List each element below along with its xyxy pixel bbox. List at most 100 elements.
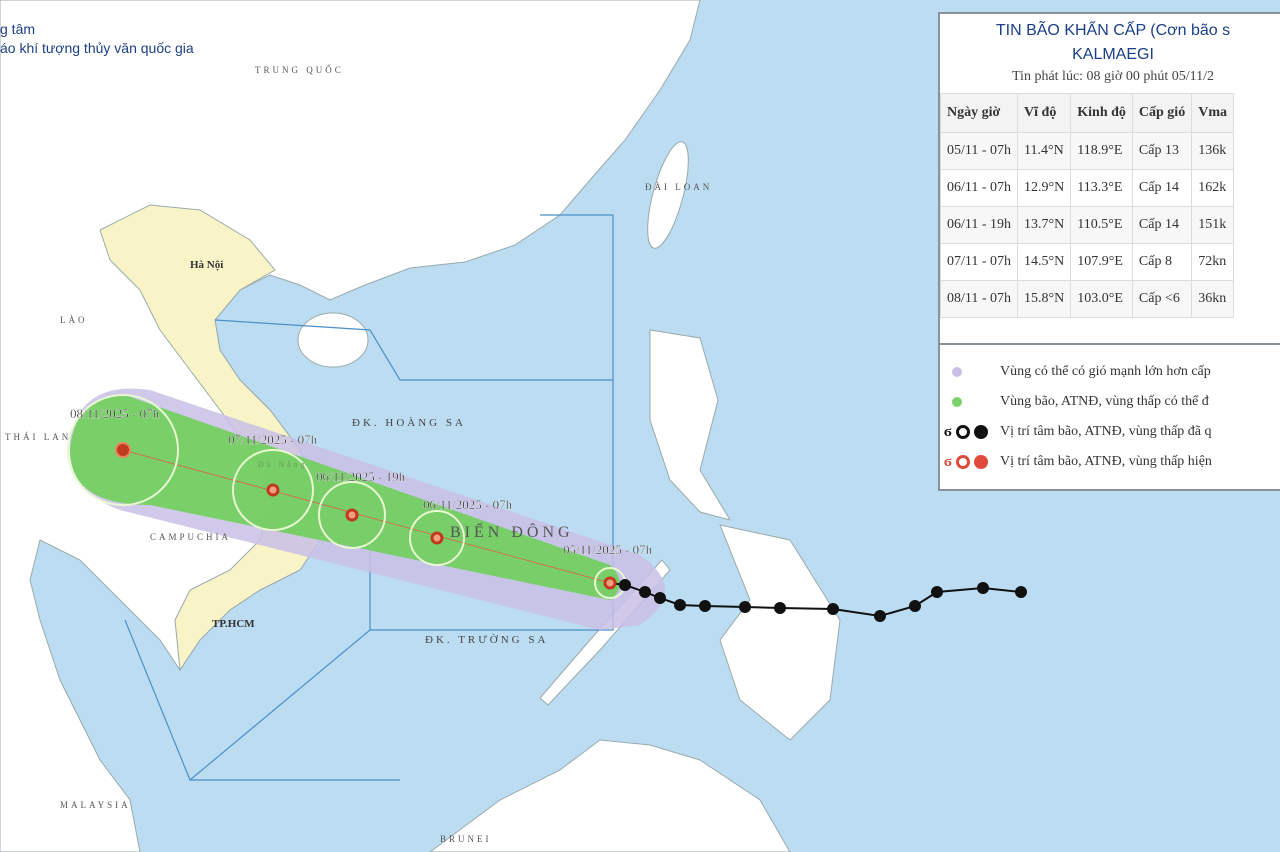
storm-symbol-icon: ϭ [944, 453, 952, 470]
label-china: TRUNG QUỐC [255, 65, 344, 75]
agency-line-1: g tâm [0, 21, 36, 37]
vietnam [99, 204, 321, 672]
past-storm-position-icon [909, 600, 921, 612]
past-storm-position-icon [619, 579, 631, 591]
taiwan [647, 141, 689, 249]
legend-label: Vùng có thể có gió mạnh lớn hơn cấp [1000, 364, 1211, 379]
legend-label: Vị trí tâm bão, ATNĐ, vùng thấp đã q [1000, 424, 1212, 439]
forecast-circle [232, 449, 314, 531]
col-header: Vĩ độ [1017, 93, 1072, 133]
past-storm-position-icon [931, 586, 943, 598]
label-taiwan: ĐÀI LOAN [645, 182, 712, 192]
table-cell: Cấp 8 [1131, 243, 1193, 281]
label-bien-dong: BIỂN ĐÔNG [450, 522, 574, 541]
past-storm-position-icon [874, 610, 886, 622]
table-header: Ngày giờ Vĩ độ Kinh độ Cấp gió Vma [939, 93, 1234, 133]
label-hanoi: Hà Nội [190, 259, 223, 271]
legend-label: Vùng bão, ATNĐ, vùng thấp có thể đ [1000, 394, 1209, 409]
table-row: 05/11 - 07h 11.4°N 118.9°E Cấp 13 136k [939, 132, 1234, 170]
forecast-label: 07/11/2025 - 07h [228, 432, 318, 447]
boundary-lines [124, 214, 614, 781]
past-storm-position-icon [977, 582, 989, 594]
past-storm-position-icon [774, 602, 786, 614]
forecast-table: Ngày giờ Vĩ độ Kinh độ Cấp gió Vma 05/11… [939, 93, 1234, 318]
table-cell: 162k [1191, 169, 1234, 207]
label-truong-sa: ĐK. TRƯỜNG SA [425, 634, 548, 646]
table-cell: Cấp 14 [1131, 169, 1193, 207]
depression-ring-icon [955, 455, 970, 469]
table-cell: 07/11 - 07h [939, 243, 1019, 281]
col-header: Vma [1191, 93, 1234, 133]
mindanao-visayas [719, 524, 841, 741]
storm-symbol-icon: ϭ [944, 423, 952, 440]
forecast-circle [409, 510, 465, 566]
table-cell: 11.4°N [1017, 132, 1072, 170]
table-cell: 14.5°N [1017, 243, 1072, 281]
forecast-circle [318, 481, 386, 549]
col-header: Cấp gió [1131, 93, 1193, 133]
col-header: Kinh độ [1070, 93, 1133, 133]
low-pressure-icon [973, 425, 988, 439]
forecast-circle [67, 394, 179, 506]
table-cell: 151k [1191, 206, 1234, 244]
table-row: 06/11 - 07h 12.9°N 113.3°E Cấp 14 162k [939, 169, 1234, 207]
table-cell: 15.8°N [1017, 280, 1072, 318]
low-pressure-icon [115, 442, 131, 458]
table-row: 08/11 - 07h 15.8°N 103.0°E Cấp <6 36kn [939, 280, 1234, 318]
table-cell: 36kn [1191, 280, 1234, 318]
col-header: Ngày giờ [939, 93, 1019, 133]
table-cell: Cấp 14 [1131, 206, 1193, 244]
forecast-cone [67, 388, 666, 630]
table-cell: 06/11 - 19h [939, 206, 1019, 244]
table-row: 07/11 - 07h 14.5°N 107.9°E Cấp 8 72kn [939, 243, 1234, 281]
hainan [297, 312, 369, 368]
label-cambodia: CAMPUCHIA [150, 532, 231, 542]
table-row: 06/11 - 19h 13.7°N 110.5°E Cấp 14 151k [939, 206, 1234, 244]
label-danang: Đà Nẵng [258, 460, 308, 469]
storm-center-icon [430, 531, 444, 545]
table-cell: 72kn [1191, 243, 1234, 281]
forecast-label: 05/11/2025 - 07h [563, 542, 653, 557]
issued-time: Tin phát lúc: 08 giờ 00 phút 05/11/2 [1012, 69, 1214, 84]
storm-center-icon [266, 483, 280, 497]
past-storm-position-icon [699, 600, 711, 612]
map-labels: TRUNG QUỐC ĐÀI LOAN Hà Nội LÀO THÁI LAN … [5, 65, 712, 844]
depression-ring-icon [955, 425, 970, 439]
agency-header: g tâm áo khí tượng thủy văn quốc gia [0, 20, 194, 58]
table-cell: 06/11 - 07h [939, 169, 1019, 207]
label-hcm: TP.HCM [212, 618, 255, 630]
low-pressure-icon [973, 455, 988, 469]
bulletin-title: TIN BÃO KHẨN CẤP (Cơn bão s [995, 22, 1231, 39]
forecast-labels: 05/11/2025 - 07h 06/11/2025 - 07h 06/11/… [70, 406, 653, 557]
table-cell: 113.3°E [1070, 169, 1133, 207]
legend-item: Vùng có thể có gió mạnh lớn hơn cấp [940, 357, 1280, 387]
legend-panel: Vùng có thể có gió mạnh lớn hơn cấp Vùng… [938, 343, 1280, 491]
land [0, 0, 841, 852]
label-laos: LÀO [60, 315, 88, 325]
table-cell: 118.9°E [1070, 132, 1133, 170]
luzon [649, 329, 732, 521]
past-storm-position-icon [674, 599, 686, 611]
past-storm-position-icon [1015, 586, 1027, 598]
past-storm-position-icon [654, 592, 666, 604]
storm-name: KALMAEGI [1072, 46, 1154, 63]
forecast-label: 06/11/2025 - 19h [316, 469, 406, 484]
forecast-label: 06/11/2025 - 07h [423, 497, 513, 512]
past-track [609, 579, 1027, 622]
label-brunei: BRUNEI [440, 834, 492, 844]
storm-zone [70, 395, 620, 600]
label-thailand: THÁI LAN [5, 432, 71, 442]
storm-center-icon [603, 576, 617, 590]
legend-item: ϭ Vị trí tâm bão, ATNĐ, vùng thấp hiện [940, 447, 1280, 477]
label-malaysia: MALAYSIA [60, 800, 131, 810]
forecast-label: 08/11/2025 - 07h [70, 406, 160, 421]
table-cell: 12.9°N [1017, 169, 1072, 207]
table-cell: Cấp 13 [1131, 132, 1193, 170]
green-dot-icon [952, 397, 962, 407]
table-cell: 107.9°E [1070, 243, 1133, 281]
table-cell: Cấp <6 [1131, 280, 1193, 318]
legend-item: ϭ Vị trí tâm bão, ATNĐ, vùng thấp đã q [940, 417, 1280, 447]
legend-item: Vùng bão, ATNĐ, vùng thấp có thể đ [940, 387, 1280, 417]
label-hoang-sa: ĐK. HOÀNG SA [352, 417, 466, 429]
